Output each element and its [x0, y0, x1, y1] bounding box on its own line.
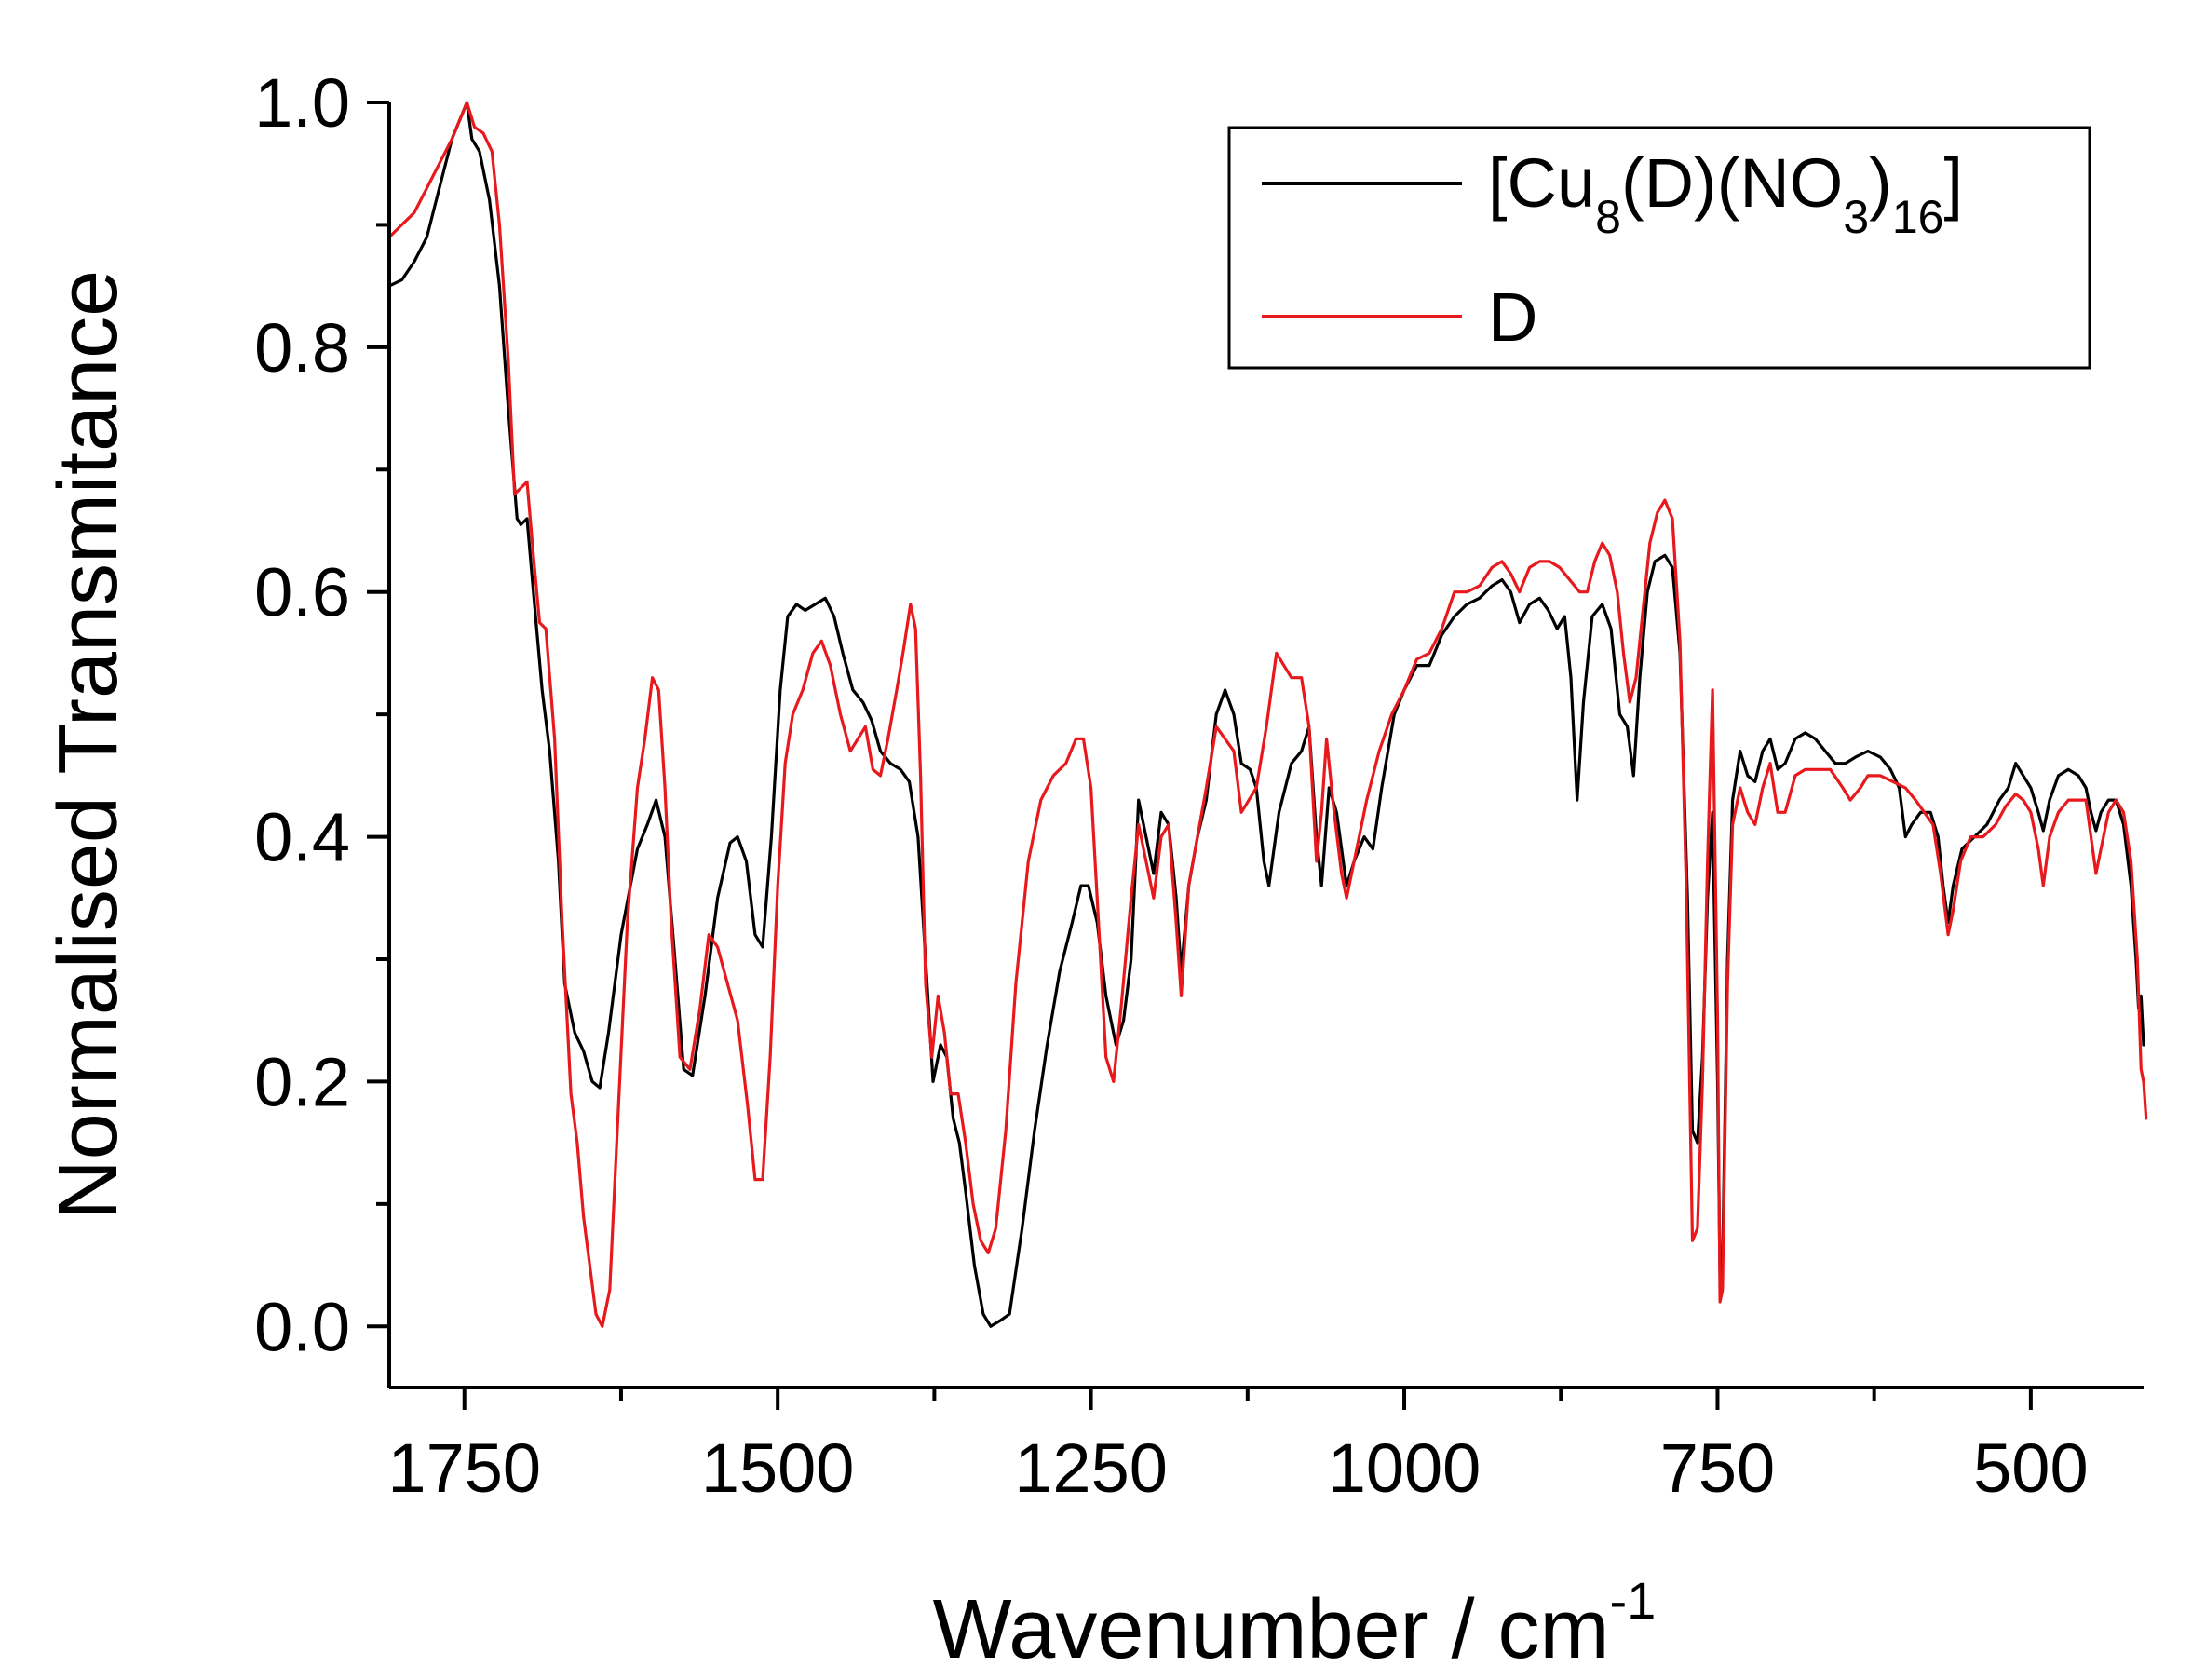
- x-tick-label-750: 750: [1660, 1429, 1775, 1507]
- x-axis-title: Wavenumber / cm-1: [933, 1571, 1657, 1676]
- legend-complex-part-end: ]: [1943, 144, 1963, 222]
- y-tick-label-0.6: 0.6: [254, 554, 350, 631]
- legend-complex-subscript-3: 3: [1843, 191, 1869, 243]
- y-ticks: 0.0 0.2 0.4 0.6 0.8 1.0: [254, 64, 389, 1365]
- legend-complex-part-mid: (D)(NO: [1621, 144, 1843, 222]
- x-ticks: 1750 1500 1250 1000 750 500: [387, 1388, 2089, 1507]
- x-tick-label-500: 500: [1973, 1429, 2088, 1507]
- y-tick-label-0.2: 0.2: [254, 1043, 350, 1120]
- legend-label-ligand: D: [1488, 278, 1537, 356]
- y-tick-label-0.4: 0.4: [254, 799, 350, 876]
- legend-box: [1227, 126, 2091, 370]
- series-layer: [387, 101, 2148, 1328]
- legend-complex-part-base: [Cu: [1488, 144, 1595, 222]
- x-tick-label-1500: 1500: [701, 1429, 855, 1507]
- y-tick-label-0.0: 0.0: [254, 1288, 350, 1365]
- legend-complex-part-close: ): [1869, 144, 1892, 222]
- y-axis-title: Normalised Transmitance: [42, 270, 135, 1220]
- x-tick-label-1000: 1000: [1328, 1429, 1482, 1507]
- legend-complex-subscript-16: 16: [1892, 191, 1944, 243]
- x-tick-label-1250: 1250: [1014, 1429, 1168, 1507]
- legend-label-complex: [Cu8(D)(NO3)16]: [1488, 144, 1963, 243]
- x-axis-title-superscript: -1: [1610, 1571, 1657, 1630]
- legend: [Cu8(D)(NO3)16] D: [1227, 126, 2091, 370]
- x-tick-label-1750: 1750: [387, 1429, 541, 1507]
- axes-layer: [387, 102, 2144, 1389]
- x-axis-title-main: Wavenumber / cm: [933, 1583, 1610, 1676]
- y-tick-label-1.0: 1.0: [254, 64, 350, 142]
- y-tick-label-0.8: 0.8: [254, 309, 350, 386]
- series-line-ligand: [387, 101, 2148, 1328]
- legend-complex-subscript-8: 8: [1595, 191, 1621, 243]
